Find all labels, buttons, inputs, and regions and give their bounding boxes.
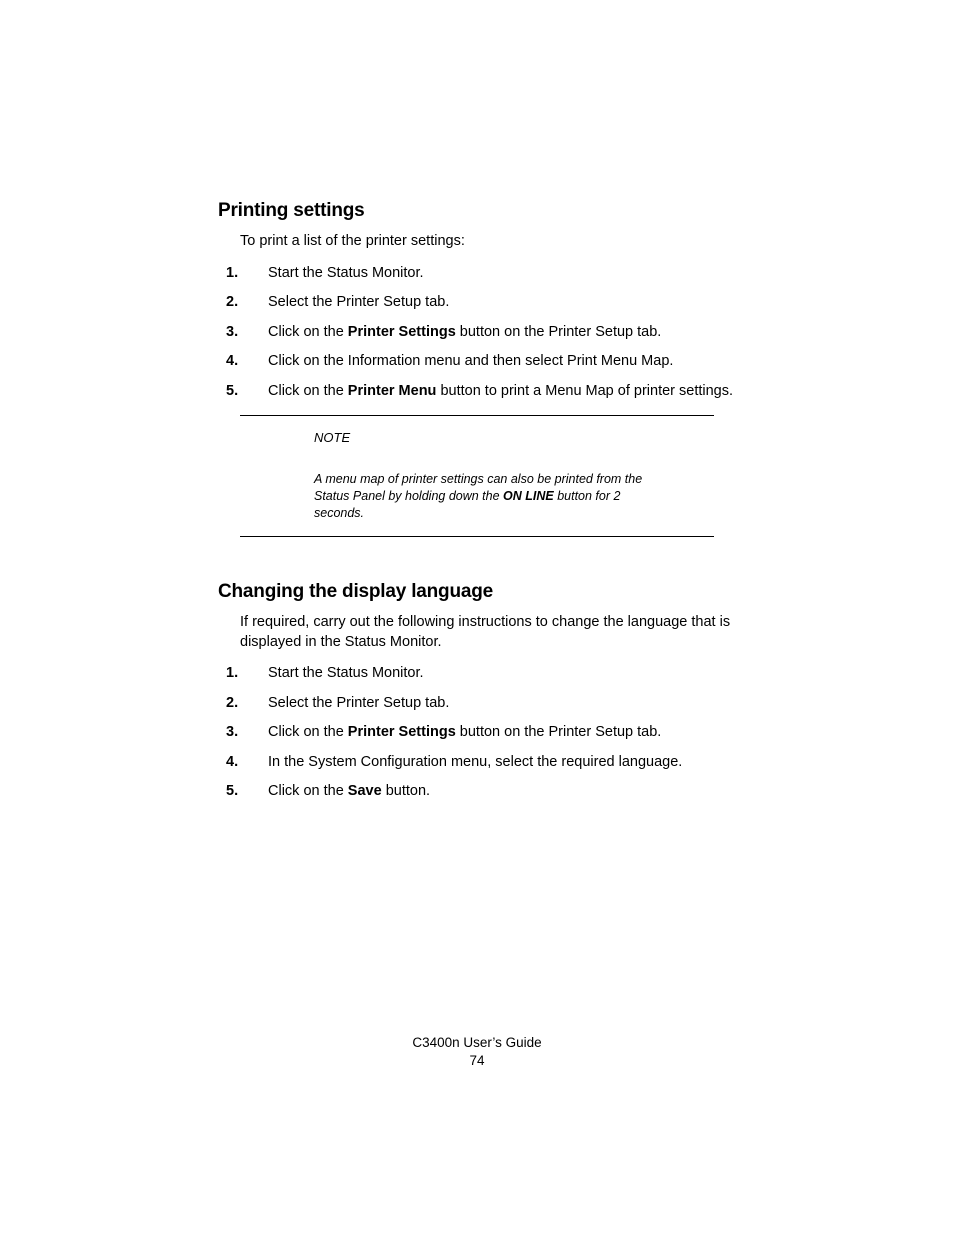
step-item: Start the Status Monitor. (218, 664, 736, 684)
note-body: A menu map of printer settings can also … (314, 471, 664, 522)
section-heading-printing: Printing settings (218, 200, 736, 222)
note-box: NOTE A menu map of printer settings can … (240, 415, 714, 537)
section-heading-language: Changing the display language (218, 581, 736, 603)
step-item: Click on the Printer Settings button on … (218, 323, 736, 343)
steps-list-language: Start the Status Monitor. Select the Prin… (218, 664, 736, 802)
footer-page-number: 74 (0, 1052, 954, 1070)
step-item: Select the Printer Setup tab. (218, 694, 736, 714)
section-intro-language: If required, carry out the following ins… (240, 613, 736, 652)
step-item: Start the Status Monitor. (218, 264, 736, 284)
step-item: Click on the Information menu and then s… (218, 352, 736, 372)
step-item: Click on the Printer Settings button on … (218, 723, 736, 743)
step-item: In the System Configuration menu, select… (218, 753, 736, 773)
section-intro-printing: To print a list of the printer settings: (240, 232, 736, 252)
step-item: Select the Printer Setup tab. (218, 293, 736, 313)
note-label: NOTE (314, 430, 664, 445)
steps-list-printing: Start the Status Monitor. Select the Prin… (218, 264, 736, 402)
footer-title: C3400n User’s Guide (0, 1034, 954, 1052)
page-footer: C3400n User’s Guide 74 (0, 1034, 954, 1070)
step-item: Click on the Printer Menu button to prin… (218, 382, 736, 402)
step-item: Click on the Save button. (218, 782, 736, 802)
